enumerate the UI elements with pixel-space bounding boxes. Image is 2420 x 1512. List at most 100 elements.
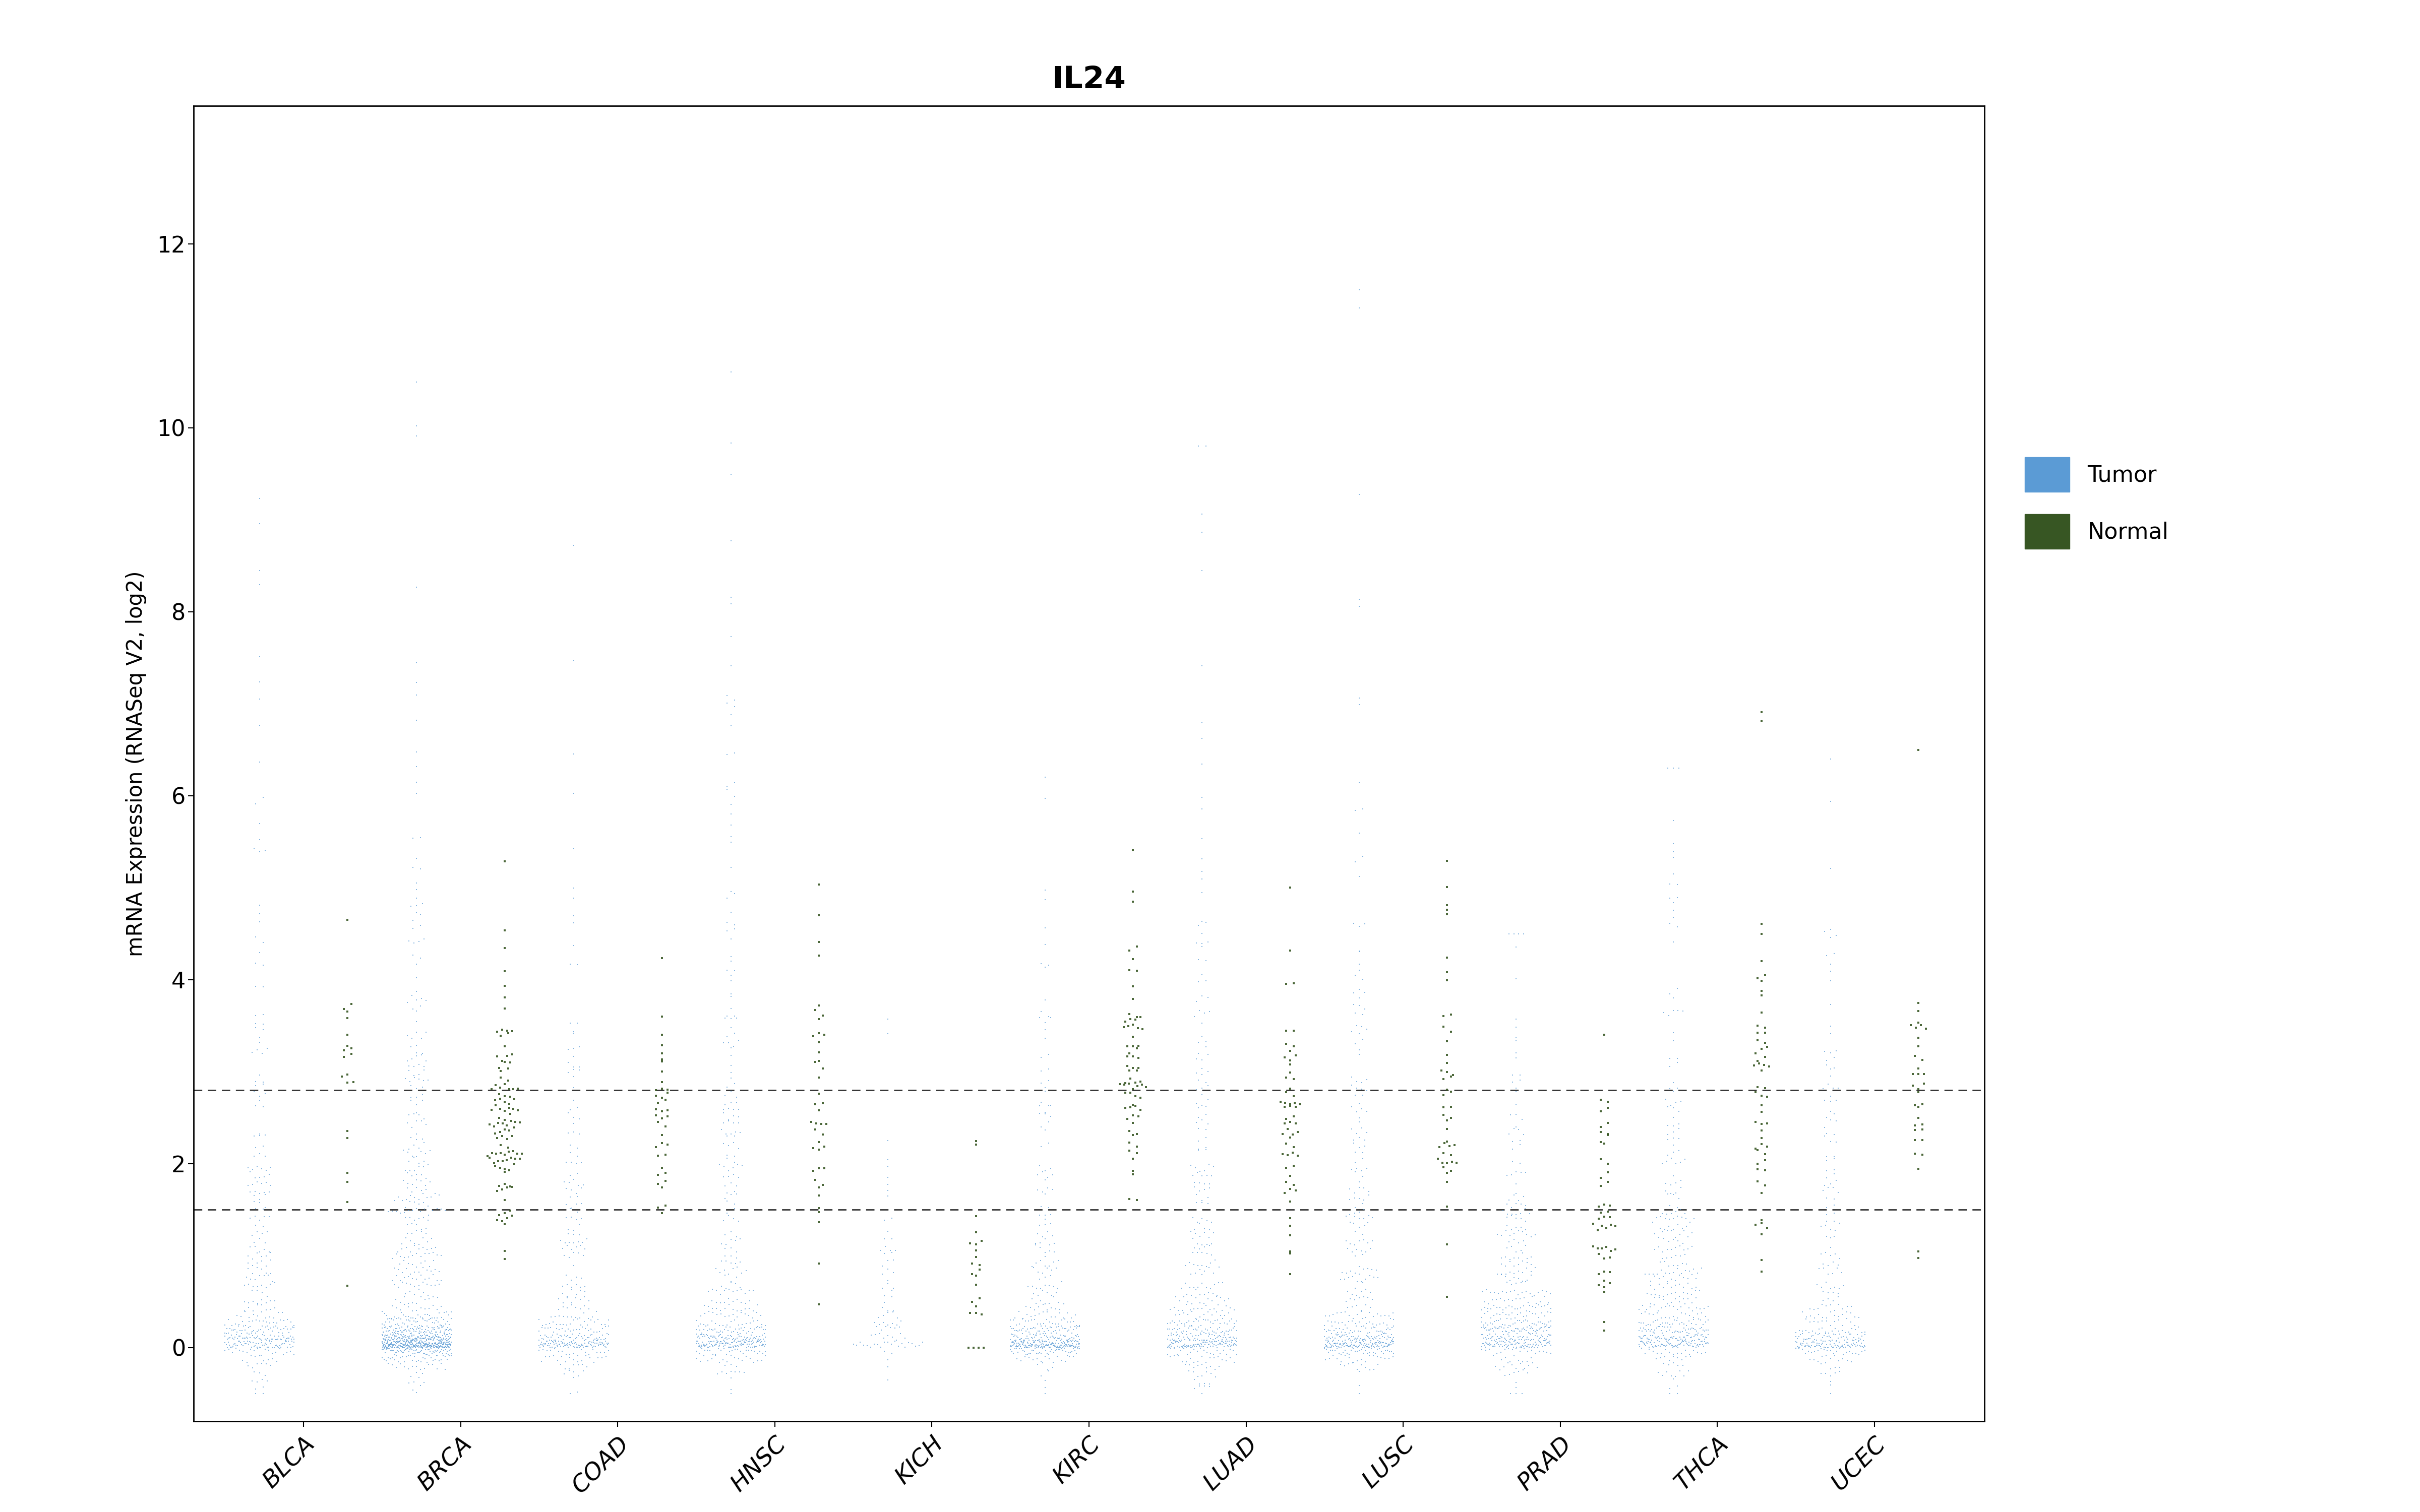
Point — [363, 1346, 402, 1370]
Point — [716, 1308, 755, 1332]
Point — [402, 1328, 440, 1352]
Point — [1118, 1074, 1157, 1098]
Point — [1176, 1326, 1215, 1350]
Point — [736, 1326, 774, 1350]
Point — [1588, 1199, 1626, 1223]
Point — [1041, 1334, 1079, 1358]
Point — [1343, 1070, 1382, 1095]
Point — [1183, 1364, 1222, 1388]
Point — [726, 1328, 765, 1352]
Point — [1341, 1359, 1379, 1383]
Point — [714, 1098, 753, 1122]
Point — [1050, 1315, 1089, 1340]
Point — [1353, 1315, 1392, 1340]
Point — [380, 1326, 419, 1350]
Point — [869, 1269, 908, 1293]
Point — [387, 1305, 426, 1329]
Point — [1493, 1332, 1532, 1356]
Point — [1435, 1132, 1474, 1157]
Point — [1423, 1142, 1462, 1166]
Point — [1270, 875, 1309, 900]
Point — [1483, 1263, 1522, 1287]
Point — [482, 1058, 520, 1083]
Point — [549, 1101, 588, 1125]
Point — [1643, 1276, 1682, 1300]
Point — [1646, 1326, 1684, 1350]
Point — [1496, 1332, 1534, 1356]
Point — [230, 1305, 269, 1329]
Point — [1038, 1334, 1077, 1358]
Point — [1474, 1317, 1512, 1341]
Point — [1171, 1219, 1210, 1243]
Point — [1343, 1341, 1382, 1365]
Point — [1183, 1190, 1222, 1214]
Point — [1341, 1382, 1379, 1406]
Point — [549, 1331, 588, 1355]
Point — [1491, 1306, 1529, 1331]
Point — [1203, 1306, 1241, 1331]
Point — [871, 1240, 910, 1264]
Point — [1825, 1343, 1863, 1367]
Point — [1527, 1340, 1566, 1364]
Point — [680, 1312, 719, 1337]
Point — [1503, 1328, 1542, 1352]
Point — [1660, 1126, 1699, 1151]
Point — [414, 1352, 453, 1376]
Point — [365, 1334, 404, 1358]
Point — [426, 1335, 465, 1359]
Point — [1316, 1326, 1355, 1350]
Point — [716, 1326, 755, 1350]
Point — [394, 1355, 433, 1379]
Point — [557, 1332, 595, 1356]
Point — [1810, 959, 1849, 983]
Point — [373, 1346, 411, 1370]
Point — [1341, 821, 1379, 845]
Point — [711, 585, 750, 609]
Point — [416, 1332, 455, 1356]
Point — [953, 1252, 992, 1276]
Point — [1191, 1297, 1229, 1321]
Point — [1045, 1317, 1084, 1341]
Point — [719, 1325, 757, 1349]
Point — [1421, 1136, 1459, 1160]
Point — [387, 1329, 426, 1353]
Point — [992, 1334, 1031, 1358]
Point — [1031, 1005, 1070, 1030]
Point — [1372, 1323, 1411, 1347]
Point — [1208, 1323, 1246, 1347]
Point — [1336, 1001, 1375, 1025]
Point — [1643, 1332, 1682, 1356]
Point — [1191, 1225, 1229, 1249]
Point — [1028, 1328, 1067, 1352]
Point — [402, 1140, 440, 1164]
Point — [707, 919, 745, 943]
Point — [237, 1332, 276, 1356]
Point — [1745, 1045, 1784, 1069]
Point — [1474, 1328, 1512, 1352]
Point — [230, 1296, 269, 1320]
Point — [387, 1158, 426, 1182]
Point — [1800, 1335, 1839, 1359]
Point — [1742, 912, 1781, 936]
Point — [244, 1309, 283, 1334]
Point — [1053, 1329, 1091, 1353]
Point — [392, 1164, 431, 1188]
Point — [387, 1328, 426, 1352]
Point — [1638, 1334, 1677, 1358]
Point — [542, 1329, 581, 1353]
Point — [368, 1335, 407, 1359]
Point — [1210, 1334, 1249, 1358]
Point — [1520, 1305, 1558, 1329]
Point — [404, 1075, 443, 1099]
Point — [486, 1160, 525, 1184]
Point — [1358, 1332, 1396, 1356]
Point — [554, 1167, 593, 1191]
Point — [368, 1318, 407, 1343]
Point — [1186, 1117, 1225, 1142]
Point — [1346, 1328, 1384, 1352]
Point — [1162, 1276, 1200, 1300]
Point — [428, 1323, 467, 1347]
Point — [709, 1331, 748, 1355]
Point — [1481, 1252, 1520, 1276]
Point — [721, 1226, 760, 1250]
